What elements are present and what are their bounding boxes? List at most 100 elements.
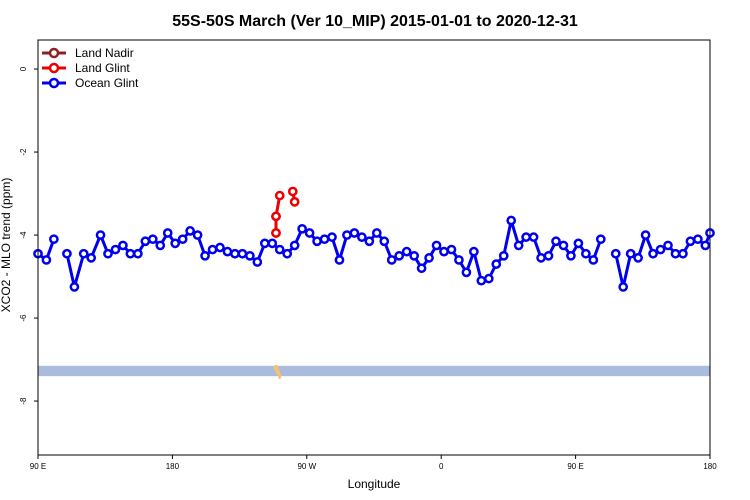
legend-swatch-marker <box>48 77 60 89</box>
data-point <box>595 234 606 245</box>
data-point <box>162 228 173 238</box>
data-point <box>252 257 263 267</box>
data-point <box>394 250 405 261</box>
data-point <box>528 232 539 242</box>
data-point <box>454 255 464 265</box>
legend-label: Ocean Glint <box>75 76 139 90</box>
data-point <box>551 236 561 247</box>
data-point <box>483 273 494 284</box>
data-point <box>118 240 128 251</box>
data-point <box>461 267 472 278</box>
data-point <box>297 223 307 234</box>
x-tick-label: 90 E <box>30 462 46 471</box>
data-point <box>49 234 59 245</box>
data-point <box>78 248 89 259</box>
x-tick-label: 0 <box>439 462 444 471</box>
data-point <box>271 211 281 222</box>
data-point <box>357 232 367 242</box>
data-point <box>670 248 681 259</box>
data-point <box>401 246 412 257</box>
data-point <box>289 197 300 207</box>
chart-title: 55S-50S March (Ver 10_MIP) 2015-01-01 to… <box>172 13 578 30</box>
data-point <box>334 255 345 265</box>
data-point <box>95 230 106 240</box>
legend-item: Ocean Glint <box>42 76 139 90</box>
data-point <box>319 234 330 245</box>
data-point <box>170 238 181 249</box>
data-point <box>274 244 285 255</box>
data-point <box>271 228 281 238</box>
map-land-mark <box>275 369 280 375</box>
data-point <box>424 253 434 263</box>
data-point <box>62 248 72 259</box>
data-point <box>140 236 151 247</box>
data-point <box>133 248 143 259</box>
data-point <box>192 230 203 240</box>
data-point <box>386 255 397 265</box>
data-point <box>663 240 673 251</box>
data-point <box>566 250 576 261</box>
data-point <box>521 232 531 242</box>
series-land-glint <box>271 186 300 238</box>
data-point <box>648 248 658 259</box>
data-point <box>237 248 248 259</box>
data-point <box>685 236 696 247</box>
series-ocean-glint <box>33 215 715 292</box>
y-tick-label: -4 <box>19 231 28 239</box>
data-point <box>581 248 591 259</box>
legend-label: Land Nadir <box>75 46 134 60</box>
data-point <box>446 244 457 255</box>
legend-item: Land Nadir <box>42 46 134 60</box>
data-point <box>558 240 569 251</box>
data-point <box>155 240 166 251</box>
x-tick-label: 90 E <box>567 462 583 471</box>
data-point <box>618 282 629 292</box>
data-point <box>573 238 584 249</box>
data-point <box>215 242 225 253</box>
data-point <box>416 263 427 274</box>
data-point <box>287 186 298 197</box>
data-point <box>110 244 121 255</box>
map-land-mark <box>278 373 282 380</box>
data-point <box>342 230 352 240</box>
data-point <box>379 236 390 247</box>
y-axis-label: XCO2 - MLO trend (ppm) <box>0 178 13 313</box>
x-tick-label: 90 W <box>297 462 316 471</box>
data-point <box>349 228 360 238</box>
data-point <box>282 248 293 259</box>
data-point <box>409 250 419 261</box>
map-strip-band <box>38 365 710 377</box>
data-point <box>543 250 554 261</box>
data-point <box>693 234 703 245</box>
data-point <box>655 244 666 255</box>
x-tick-label: 180 <box>703 462 717 471</box>
data-point <box>431 240 442 251</box>
data-point <box>513 240 524 251</box>
axes: 90 E 180 90 W 0 90 E 180 0 -2 -4 -6 -8 <box>19 66 717 471</box>
series-line <box>65 220 603 288</box>
x-tick-label: 180 <box>166 462 180 471</box>
data-point <box>498 250 509 261</box>
data-point <box>147 234 158 245</box>
data-point <box>304 228 315 238</box>
map-strip <box>38 364 710 380</box>
data-point <box>364 236 375 247</box>
legend-swatch-marker <box>48 47 60 59</box>
data-point <box>633 253 643 263</box>
data-point <box>700 240 711 251</box>
data-point <box>678 248 688 259</box>
data-point <box>103 248 113 259</box>
data-point <box>274 190 285 201</box>
data-point <box>259 238 270 249</box>
data-point <box>327 232 337 242</box>
data-point <box>640 230 651 240</box>
data-point <box>371 228 382 238</box>
data-point <box>439 246 449 257</box>
data-point <box>207 244 218 255</box>
data-point <box>491 259 502 269</box>
data-point <box>476 275 487 286</box>
data-point <box>41 255 52 265</box>
data-point <box>312 236 322 247</box>
